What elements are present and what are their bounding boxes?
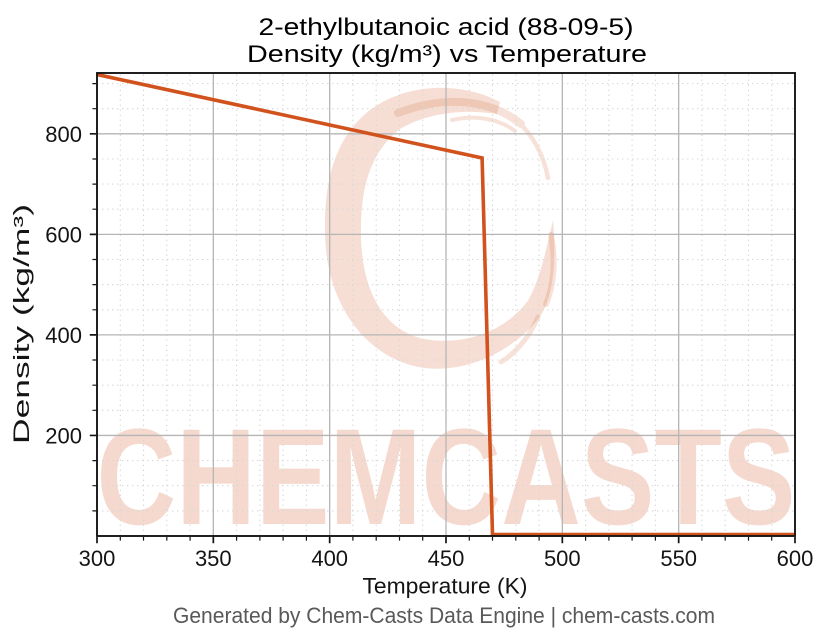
svg-text:2-ethylbutanoic acid (88-09-5): 2-ethylbutanoic acid (88-09-5)	[259, 14, 634, 41]
svg-text:450: 450	[428, 546, 465, 571]
svg-text:600: 600	[777, 546, 814, 571]
svg-text:800: 800	[45, 122, 82, 147]
svg-text:300: 300	[79, 546, 116, 571]
svg-text:350: 350	[195, 546, 232, 571]
svg-text:Temperature (K): Temperature (K)	[363, 574, 528, 599]
svg-text:550: 550	[660, 546, 697, 571]
svg-text:Generated by Chem-Casts Data E: Generated by Chem-Casts Data Engine | ch…	[173, 603, 715, 628]
svg-text:400: 400	[45, 323, 82, 348]
svg-text:Density (kg/m³): Density (kg/m³)	[9, 204, 34, 444]
svg-text:400: 400	[311, 546, 348, 571]
svg-text:Density (kg/m³) vs Temperature: Density (kg/m³) vs Temperature	[247, 41, 647, 68]
svg-text:200: 200	[45, 424, 82, 449]
svg-text:600: 600	[45, 222, 82, 247]
svg-text:500: 500	[544, 546, 581, 571]
